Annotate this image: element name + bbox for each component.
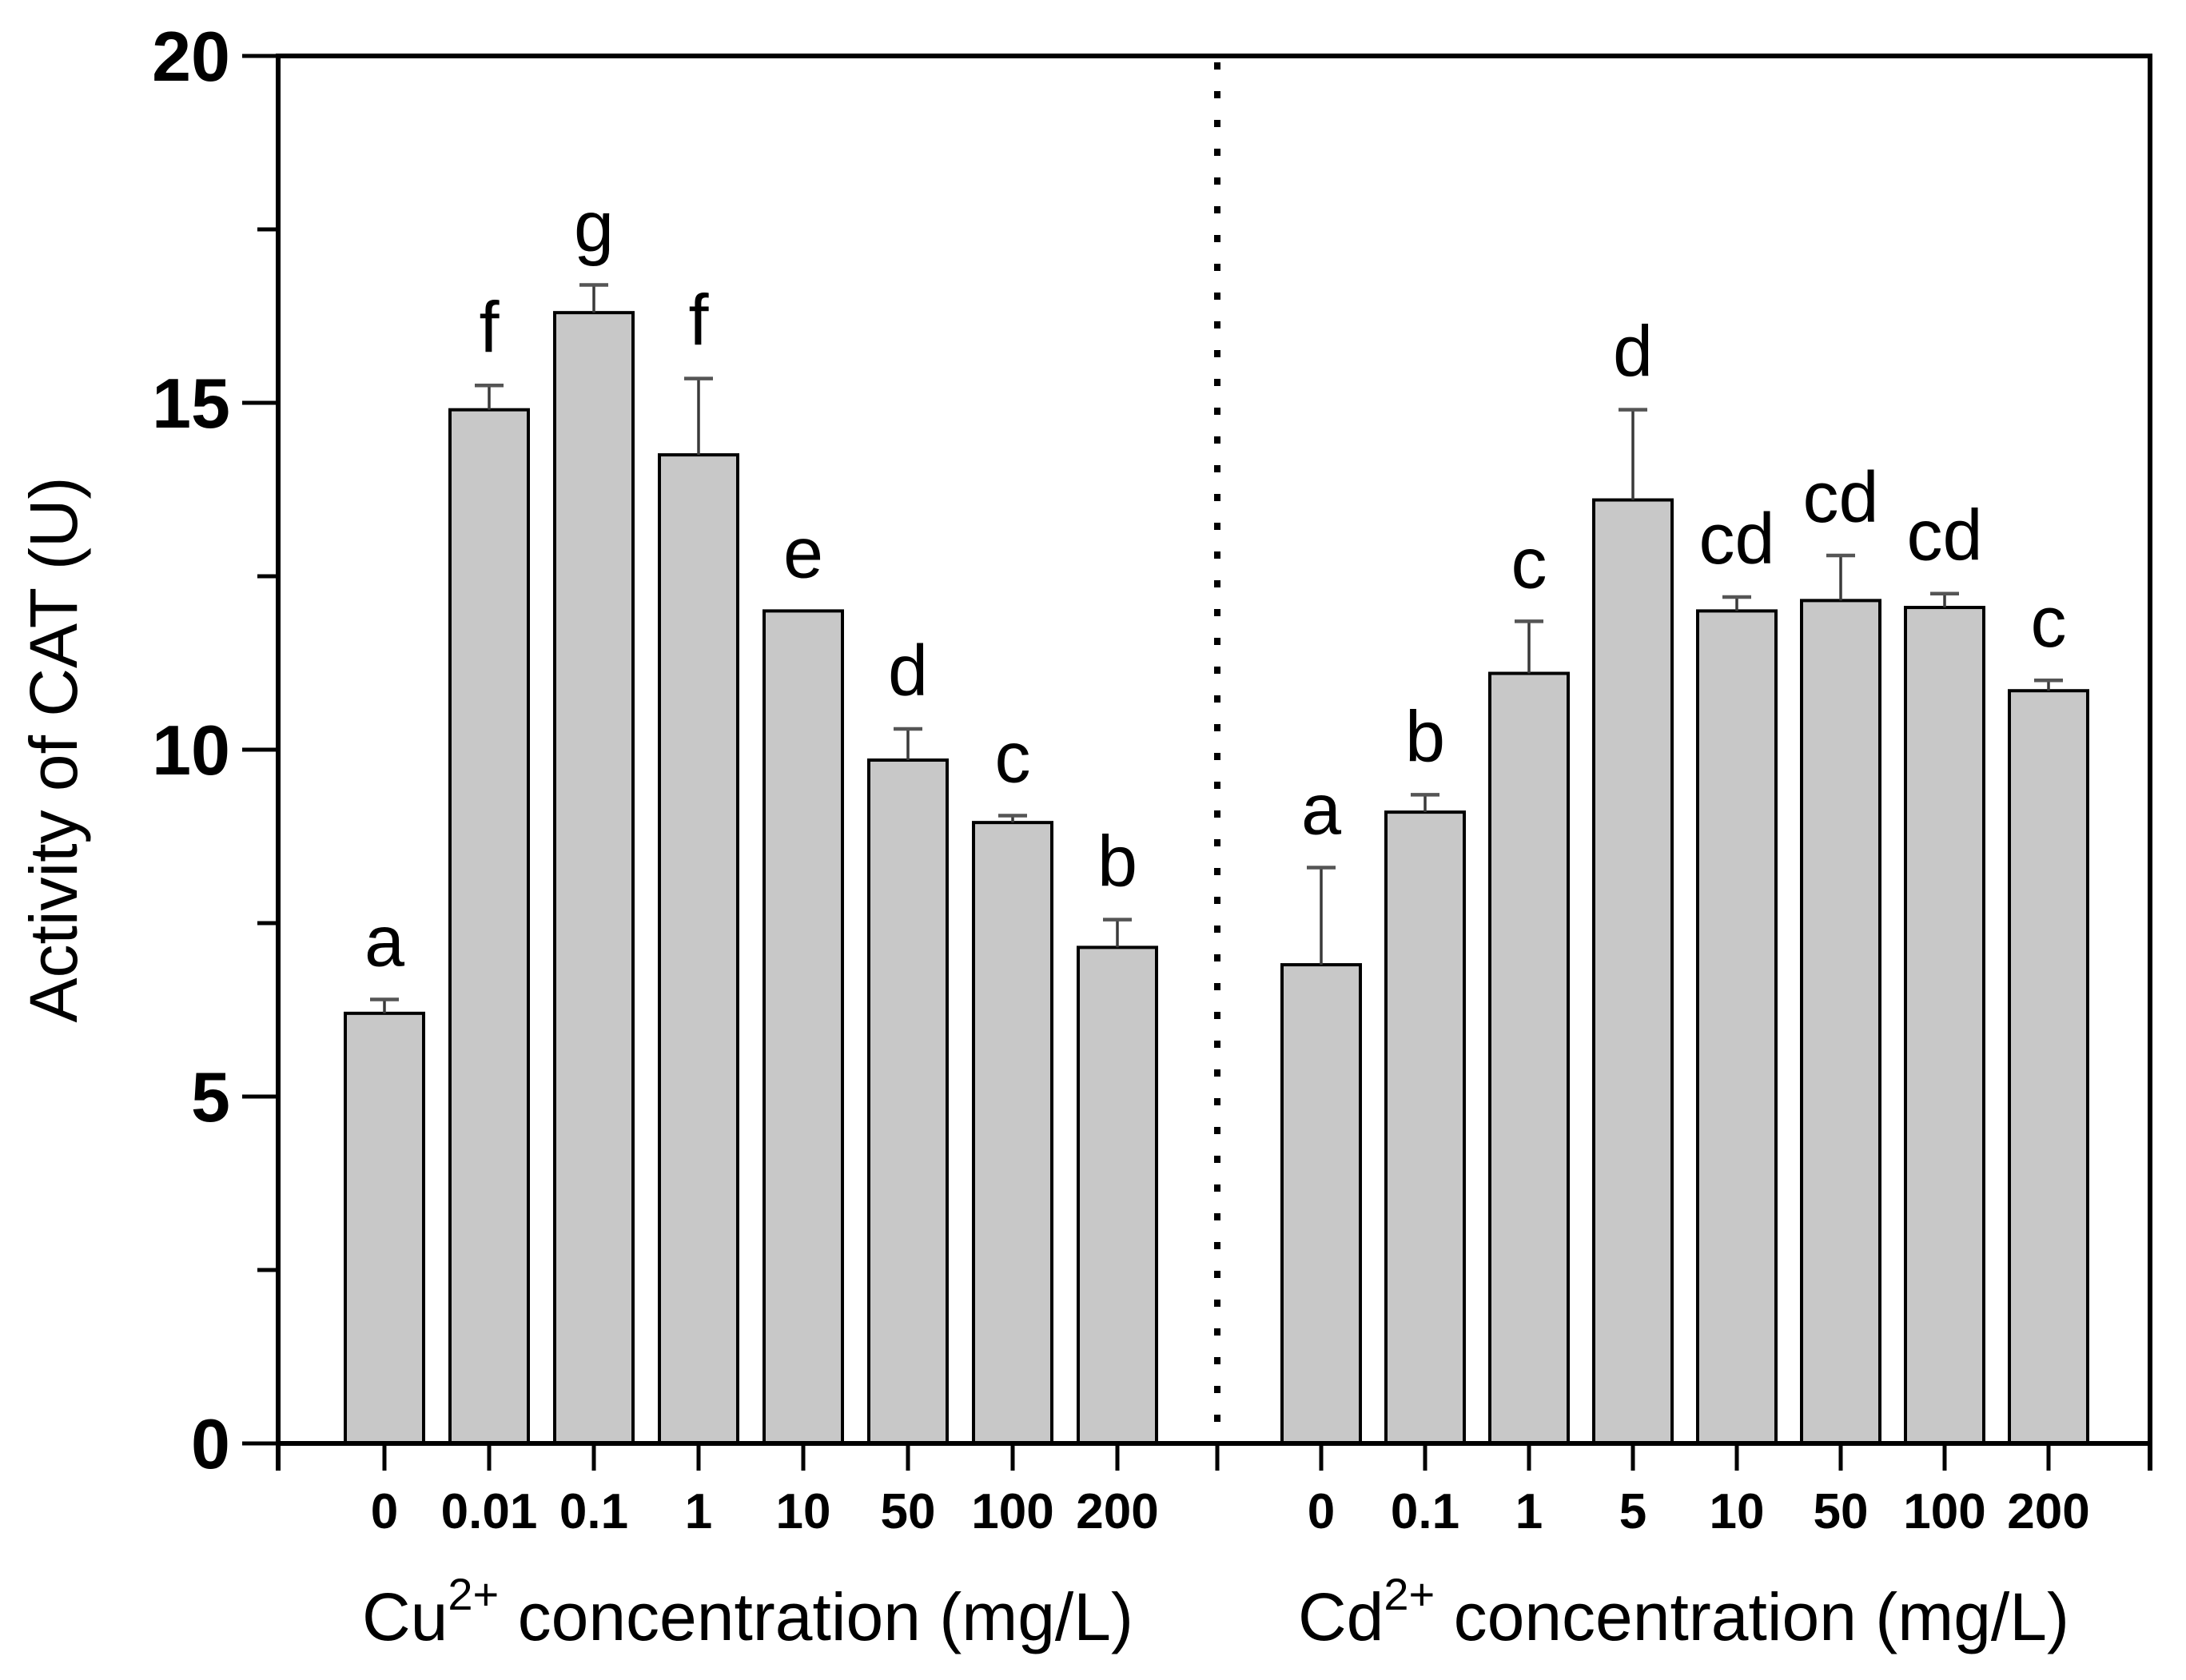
x-tick-label-cu-0.1: 0.1 — [559, 1484, 628, 1539]
bar-cu-0.1 — [553, 311, 635, 1445]
sig-letter-cd-10: cd — [1698, 500, 1774, 579]
x-tick-label-cu-0: 0 — [371, 1484, 398, 1539]
sig-letter-cd-0.1: b — [1405, 697, 1445, 777]
y-axis-title: Activity of CAT (U) — [16, 477, 91, 1023]
sig-letter-cd-50: cd — [1802, 458, 1878, 538]
bar-cd-10 — [1696, 609, 1778, 1445]
x-tick-label-cu-0.01: 0.01 — [441, 1484, 538, 1539]
sig-letter-cd-1: c — [1511, 524, 1547, 603]
x-tick-label-cd-0.1: 0.1 — [1391, 1484, 1459, 1539]
bar-cu-50 — [867, 758, 949, 1445]
bar-cu-0 — [344, 1011, 425, 1445]
x-tick-label-cd-100: 100 — [1903, 1484, 1985, 1539]
bar-cu-0.01 — [448, 408, 530, 1445]
x-tick-label-cd-0: 0 — [1308, 1484, 1335, 1539]
bar-cd-5 — [1592, 498, 1674, 1445]
sig-letter-cd-200: c — [2031, 583, 2067, 663]
sig-letter-cu-100: c — [995, 718, 1031, 798]
x-tick-label-cu-100: 100 — [971, 1484, 1053, 1539]
bar-cd-1 — [1488, 671, 1570, 1445]
bar-cd-100 — [1904, 606, 1985, 1445]
x-tick-label-cd-10: 10 — [1710, 1484, 1765, 1539]
bar-cu-200 — [1077, 945, 1158, 1445]
x-tick-label-cu-200: 200 — [1076, 1484, 1158, 1539]
x-tick-label-cd-5: 5 — [1619, 1484, 1646, 1539]
sig-letter-cu-50: d — [888, 631, 928, 711]
x-tick-label-cd-50: 50 — [1814, 1484, 1869, 1539]
sig-letter-cu-0: a — [364, 902, 405, 981]
sig-letter-cu-0.01: f — [479, 288, 500, 368]
sig-letter-cu-200: b — [1097, 822, 1137, 902]
y-tick-label-10: 10 — [152, 711, 230, 790]
y-tick-label-0: 0 — [191, 1404, 230, 1483]
x-tick-label-cd-200: 200 — [2007, 1484, 2089, 1539]
sig-letter-cd-5: d — [1613, 313, 1653, 392]
sig-letter-cd-100: cd — [1906, 496, 1982, 576]
sig-letter-cu-1: f — [688, 281, 709, 361]
x-tick-label-cu-1: 1 — [685, 1484, 712, 1539]
y-tick-label-20: 20 — [152, 17, 230, 96]
y-tick-label-15: 15 — [152, 364, 230, 443]
sig-letter-cu-0.1: g — [574, 187, 614, 267]
sig-letter-cd-0: a — [1301, 770, 1342, 850]
sig-letter-cu-10: e — [783, 513, 823, 593]
x-axis-title-cd: Cd2+ concentration (mg/L) — [1298, 1569, 2069, 1654]
bar-cu-10 — [763, 609, 844, 1445]
x-tick-label-cu-50: 50 — [881, 1484, 936, 1539]
y-tick-label-5: 5 — [191, 1057, 230, 1137]
bar-cd-0 — [1280, 963, 1362, 1445]
x-tick-label-cu-10: 10 — [776, 1484, 831, 1539]
x-axis-title-cu: Cu2+ concentration (mg/L) — [362, 1569, 1133, 1654]
bar-cd-200 — [2008, 689, 2089, 1445]
x-tick-label-cd-1: 1 — [1515, 1484, 1543, 1539]
bar-cu-1 — [658, 453, 739, 1445]
bar-cu-100 — [972, 821, 1053, 1445]
bar-cd-0.1 — [1384, 810, 1466, 1445]
bar-cd-50 — [1800, 599, 1881, 1445]
